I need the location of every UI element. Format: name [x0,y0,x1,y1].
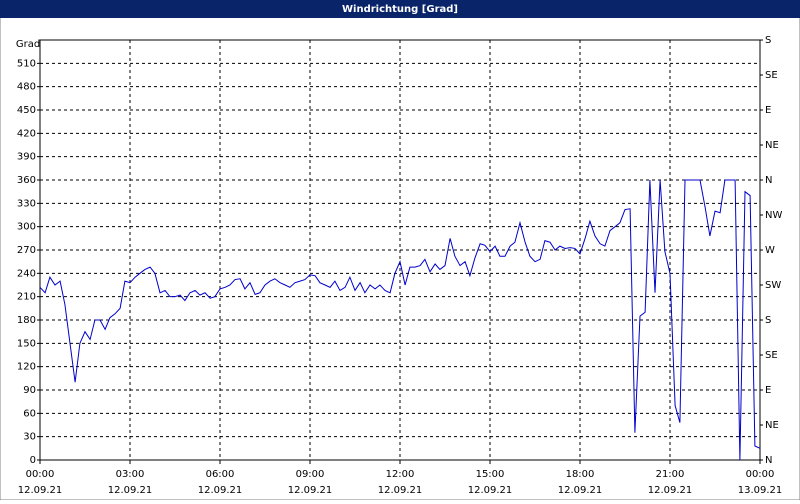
x-tick-label: 03:00 [116,469,145,480]
x-tick-label: 00:00 [746,469,775,480]
y2-tick-label: E [765,385,771,396]
y2-tick-label: N [765,455,772,466]
y-tick-label: 270 [17,245,36,256]
x-tick-label: 12:00 [386,469,415,480]
x-tick-label: 21:00 [656,469,685,480]
y-tick-label: 0 [30,455,36,466]
x-tick-label: 00:00 [26,469,55,480]
y-tick-label: 450 [17,105,36,116]
y-tick-label: 360 [17,175,36,186]
y-tick-label: 90 [23,385,36,396]
x-tick-label: 15:00 [476,469,505,480]
y-tick-label: 420 [17,128,36,139]
y-tick-label: 300 [17,222,36,233]
x-tick-date: 12.09.21 [108,485,153,496]
y2-tick-label: S [765,35,771,46]
x-tick-date: 13.09.21 [738,485,783,496]
y-tick-label: 330 [17,198,36,209]
x-tick-date: 12.09.21 [558,485,603,496]
y2-tick-label: NE [765,140,779,151]
y2-tick-label: SE [765,70,778,81]
x-tick-date: 12.09.21 [198,485,243,496]
data-line [39,179,761,461]
y-tick-label: 30 [23,432,36,443]
y2-tick-label: NE [765,420,779,431]
y-tick-label: 180 [17,315,36,326]
y-tick-label: 390 [17,152,36,163]
y2-tick-label: W [765,245,775,256]
y2-tick-label: N [765,175,772,186]
y2-tick-label: E [765,105,771,116]
y2-tick-label: S [765,315,771,326]
x-tick-label: 18:00 [566,469,595,480]
x-tick-date: 12.09.21 [378,485,423,496]
y2-tick-label: SE [765,350,778,361]
x-tick-date: 12.09.21 [648,485,693,496]
title-bar [0,0,800,18]
x-tick-date: 12.09.21 [468,485,513,496]
y-tick-label: 60 [23,408,36,419]
x-tick-date: 12.09.21 [18,485,63,496]
y-tick-label: 510 [17,58,36,69]
y-tick-label: 150 [17,338,36,349]
x-tick-label: 09:00 [296,469,325,480]
y-tick-label: 480 [17,82,36,93]
y-tick-label: 240 [17,268,36,279]
chart-title: Windrichtung [Grad] [342,4,458,15]
y-axis-label: Grad [16,39,40,50]
y2-tick-label: NW [765,210,782,221]
x-tick-label: 06:00 [206,469,235,480]
y-tick-label: 120 [17,362,36,373]
y2-tick-label: SW [765,280,781,291]
x-tick-date: 12.09.21 [288,485,333,496]
y-tick-label: 210 [17,292,36,303]
